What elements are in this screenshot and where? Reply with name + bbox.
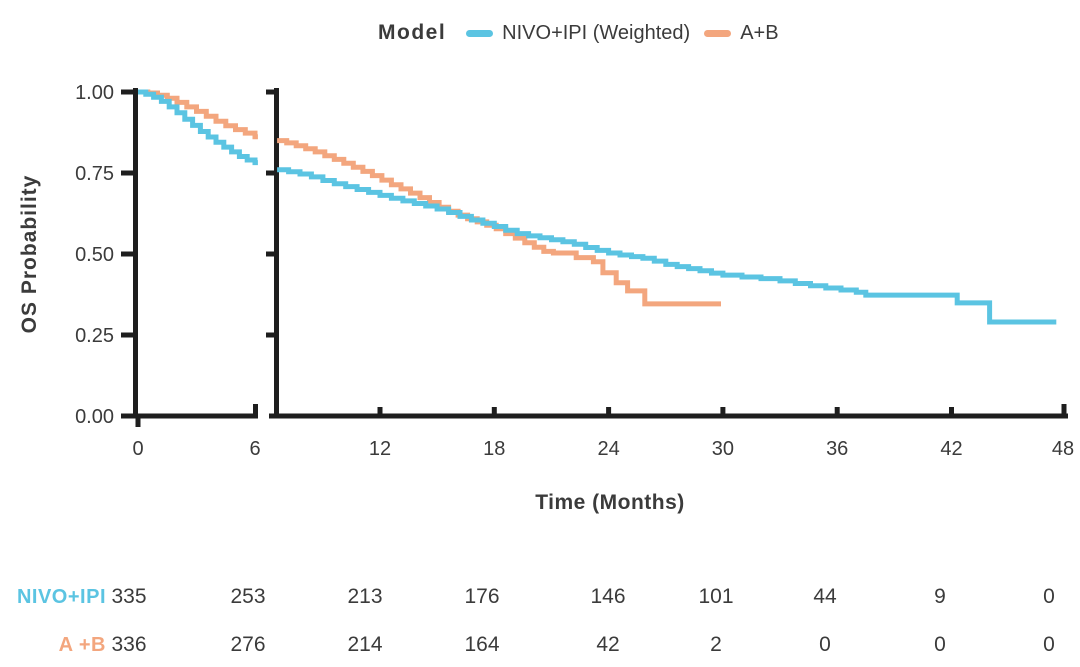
legend-label-nivo-ipi-weighted: NIVO+IPI (Weighted) xyxy=(502,21,691,44)
legend-swatch-a-plus-b-icon xyxy=(704,29,732,37)
risk-row-label-nivo-ipi: NIVO+IPI xyxy=(16,586,106,608)
x-tick-label: 6 xyxy=(249,438,260,460)
legend-swatch-nivo-ipi-weighted-icon xyxy=(466,29,494,37)
risk-count: 42 xyxy=(596,633,620,656)
x-tick-label: 48 xyxy=(1052,438,1074,460)
legend-label-a-plus-b: A+B xyxy=(740,21,779,44)
risk-count: 101 xyxy=(698,585,734,608)
x-tick-label: 0 xyxy=(132,438,143,460)
risk-count: 0 xyxy=(934,633,946,656)
risk-count: 9 xyxy=(934,585,946,608)
y-tick-label: 1.00 xyxy=(75,82,114,104)
risk-count: 0 xyxy=(1043,633,1055,656)
risk-count: 44 xyxy=(813,585,837,608)
km-curve-a-b-panel2 xyxy=(277,138,721,307)
risk-count: 0 xyxy=(819,633,831,656)
km-chart-plot-area: 1.00 0.75 0.50 0.25 0.00 0 6 12 18 24 30 36 42 48 xyxy=(75,82,1074,460)
y-tick-label: 0.25 xyxy=(75,325,114,347)
risk-count: 335 xyxy=(111,585,147,608)
legend-entry-a-plus-b: A+B xyxy=(704,21,779,45)
legend-title: Model xyxy=(378,21,447,44)
x-tick-label: 36 xyxy=(826,438,848,460)
x-tick-label: 12 xyxy=(369,438,391,460)
legend: Model NIVO+IPI (Weighted) A+B xyxy=(378,16,779,50)
risk-count: 276 xyxy=(230,633,266,656)
risk-count: 2 xyxy=(710,633,722,656)
risk-count: 214 xyxy=(347,633,383,656)
risk-count: 213 xyxy=(347,585,383,608)
risk-count: 164 xyxy=(464,633,500,656)
y-tick-label: 0.00 xyxy=(75,406,114,428)
x-tick-label: 24 xyxy=(597,438,619,460)
x-tick-label: 30 xyxy=(712,438,734,460)
legend-entry-nivo-ipi-weighted: NIVO+IPI (Weighted) xyxy=(466,22,690,45)
km-curve-nivo-ipi-weighted--panel1 xyxy=(138,89,258,166)
x-tick-label: 42 xyxy=(940,438,962,460)
x-tick-label: 18 xyxy=(483,438,505,460)
km-curve-nivo-ipi-weighted--panel2 xyxy=(277,167,1057,325)
risk-count: 336 xyxy=(111,633,147,656)
risk-count: 146 xyxy=(590,585,626,608)
x-axis-title: Time (Months) xyxy=(535,491,685,514)
risk-count: 176 xyxy=(464,585,500,608)
risk-row-label-a-b: A +B xyxy=(58,634,106,656)
risk-count: 253 xyxy=(230,585,266,608)
risk-count: 0 xyxy=(1043,585,1055,608)
y-tick-label: 0.75 xyxy=(75,163,114,185)
y-tick-label: 0.50 xyxy=(75,244,114,266)
